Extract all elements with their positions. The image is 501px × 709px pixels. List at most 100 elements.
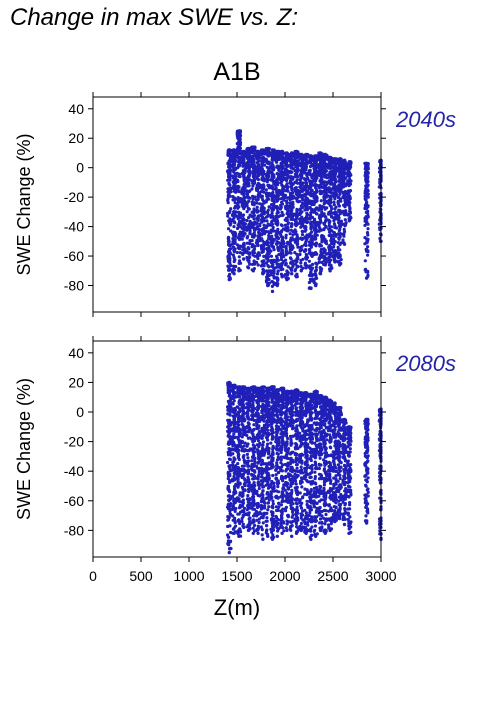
data-point <box>232 210 236 214</box>
data-point <box>250 459 254 463</box>
data-point <box>309 192 313 196</box>
data-point <box>240 519 244 524</box>
data-point <box>252 474 257 478</box>
data-point <box>347 160 351 164</box>
data-point <box>245 410 249 414</box>
data-point <box>314 268 318 272</box>
data-point <box>251 433 255 437</box>
data-point <box>308 217 312 221</box>
data-point <box>363 259 367 263</box>
data-point <box>315 176 319 180</box>
data-point <box>264 188 268 192</box>
data-point <box>228 194 232 198</box>
data-point <box>293 268 298 272</box>
data-point <box>243 186 247 190</box>
data-point <box>300 233 305 237</box>
data-point <box>309 221 313 225</box>
data-point <box>232 220 236 224</box>
data-point <box>334 170 338 174</box>
data-point <box>256 164 260 168</box>
data-point <box>270 234 274 238</box>
data-point <box>256 252 260 256</box>
data-point <box>246 162 250 166</box>
data-point <box>317 256 321 260</box>
data-point <box>254 413 259 417</box>
data-point <box>269 249 273 253</box>
data-point <box>333 255 337 259</box>
data-point <box>307 234 311 238</box>
data-point <box>279 197 283 201</box>
data-point <box>233 159 237 164</box>
data-point <box>226 503 230 507</box>
data-point <box>288 248 292 252</box>
data-point <box>229 207 233 211</box>
data-point <box>241 223 245 227</box>
data-point <box>332 241 336 246</box>
data-point <box>255 423 259 428</box>
data-point <box>253 460 257 464</box>
data-point <box>227 265 231 269</box>
data-point <box>309 158 313 162</box>
data-point <box>347 203 351 207</box>
data-point <box>264 226 268 230</box>
data-point <box>284 233 288 237</box>
data-point <box>248 262 252 266</box>
data-point <box>227 550 231 555</box>
data-point <box>231 195 235 199</box>
data-point <box>235 405 239 409</box>
data-point <box>256 160 260 164</box>
data-point <box>299 236 303 240</box>
data-point <box>322 202 326 206</box>
data-point <box>247 513 251 517</box>
data-point <box>314 265 318 269</box>
data-point <box>319 199 323 203</box>
data-point <box>305 212 309 216</box>
data-point <box>313 197 317 201</box>
data-point <box>304 152 308 157</box>
data-point <box>260 459 264 463</box>
data-point <box>299 204 303 208</box>
data-point <box>252 208 256 212</box>
data-point <box>257 452 261 456</box>
data-point <box>241 159 245 163</box>
data-point <box>245 236 249 240</box>
data-point <box>261 250 265 254</box>
data-point <box>346 189 351 193</box>
data-point <box>247 500 251 504</box>
data-point <box>243 247 247 251</box>
data-point <box>228 160 232 164</box>
data-point <box>266 272 270 276</box>
data-point <box>266 264 270 268</box>
data-point <box>302 168 307 172</box>
data-point <box>237 440 241 444</box>
data-point <box>322 212 326 216</box>
data-point <box>317 163 321 167</box>
data-point <box>226 239 230 244</box>
data-point <box>347 219 351 223</box>
data-point <box>247 252 251 256</box>
data-point <box>256 188 260 192</box>
data-point <box>261 245 265 249</box>
data-point <box>275 236 279 240</box>
period-label: 2040s <box>395 107 456 132</box>
data-point <box>271 176 275 180</box>
data-point <box>235 250 239 255</box>
data-point <box>237 247 242 251</box>
data-point <box>232 248 236 252</box>
data-point <box>231 267 236 271</box>
data-point <box>309 286 313 291</box>
data-point <box>283 195 288 200</box>
data-point <box>226 178 230 182</box>
data-point <box>226 386 230 390</box>
data-point <box>261 211 265 215</box>
data-point <box>241 213 245 218</box>
data-point <box>348 209 352 213</box>
data-point <box>228 259 232 263</box>
data-point <box>245 155 249 159</box>
scenario-label: A1B <box>213 58 260 86</box>
data-point <box>261 272 265 276</box>
data-point <box>259 184 263 188</box>
data-point <box>247 160 251 164</box>
data-point <box>298 172 303 177</box>
data-point <box>275 172 279 176</box>
